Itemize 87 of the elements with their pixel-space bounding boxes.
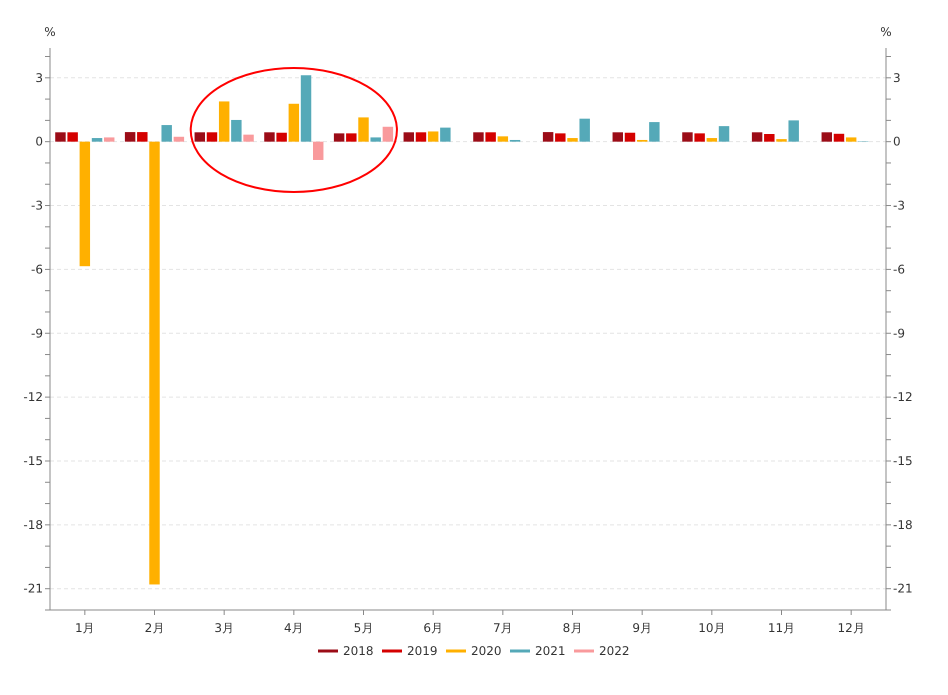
y-tick-label: -9	[31, 326, 43, 340]
x-tick-label: 7月	[493, 621, 513, 635]
bar	[706, 138, 718, 142]
bar	[555, 133, 566, 142]
bar	[124, 132, 136, 142]
bar	[194, 132, 206, 142]
y-tick-label: -15	[23, 454, 43, 468]
bar	[694, 133, 705, 142]
y-tick-label: -6	[31, 262, 43, 276]
bar	[834, 134, 844, 142]
x-tick-label: 1月	[75, 621, 95, 635]
bar	[649, 122, 660, 142]
x-tick-label: 4月	[284, 621, 304, 635]
x-tick-label: 6月	[423, 621, 443, 635]
bar	[161, 125, 172, 142]
legend-label: 2018	[343, 644, 374, 658]
bar	[80, 142, 90, 266]
x-tick-label: 10月	[698, 621, 726, 635]
x-tick-label: 3月	[214, 621, 234, 635]
bar	[149, 142, 160, 584]
bar	[67, 132, 78, 142]
bar	[846, 137, 856, 142]
bar	[542, 132, 554, 142]
bar	[334, 133, 344, 142]
bar	[370, 137, 381, 142]
y-tick-label: -18	[23, 518, 43, 532]
bar	[473, 132, 484, 142]
bar	[752, 132, 762, 142]
bar	[218, 101, 230, 142]
y2-tick-label: -12	[893, 390, 913, 404]
bar	[243, 134, 254, 142]
bar	[624, 132, 636, 142]
bar	[764, 134, 775, 142]
bar	[382, 126, 394, 142]
bar	[498, 136, 508, 142]
bar	[206, 132, 218, 142]
bar	[788, 120, 799, 142]
y2-tick-label: -3	[893, 198, 905, 213]
legend-label: 2020	[471, 644, 502, 658]
bar	[358, 117, 369, 142]
bar	[776, 139, 787, 142]
bar	[404, 132, 414, 142]
bar	[312, 142, 324, 160]
bar	[346, 133, 357, 142]
bar	[612, 132, 624, 142]
y-tick-label: -12	[23, 390, 43, 404]
y2-tick-label: -21	[893, 582, 913, 596]
bar	[579, 118, 590, 142]
bar	[174, 136, 184, 142]
bar	[104, 137, 114, 142]
x-tick-label: 2月	[144, 621, 164, 635]
bar	[428, 131, 438, 142]
x-tick-label: 9月	[632, 621, 652, 635]
bar	[440, 128, 451, 142]
bar	[264, 132, 275, 142]
x-tick-label: 8月	[562, 621, 582, 635]
bar	[485, 132, 496, 142]
bar	[137, 132, 148, 142]
bar	[288, 104, 300, 142]
y2-tick-label: 3	[893, 70, 901, 85]
y2-axis-title: %	[880, 25, 892, 39]
bar	[682, 132, 693, 142]
bar	[55, 132, 66, 142]
legend-label: 2019	[407, 644, 438, 658]
bar	[276, 132, 287, 142]
y2-tick-label: 0	[893, 134, 901, 149]
x-tick-label: 12月	[838, 621, 865, 635]
y2-tick-label: -15	[893, 454, 913, 468]
y2-tick-label: -18	[893, 518, 913, 532]
x-tick-label: 5月	[354, 621, 374, 635]
bar	[822, 132, 832, 142]
legend-label: 2022	[599, 644, 630, 658]
y2-tick-label: -9	[893, 326, 905, 340]
y2-tick-label: -6	[893, 262, 905, 276]
bar	[416, 132, 426, 142]
y-tick-label: 3	[35, 70, 43, 85]
y-tick-label: -3	[31, 198, 43, 213]
y-axis-title: %	[44, 25, 56, 39]
bar	[300, 75, 312, 142]
legend-label: 2021	[535, 644, 566, 658]
bar	[231, 120, 242, 142]
y-tick-label: -21	[23, 582, 43, 596]
x-tick-label: 11月	[768, 621, 796, 635]
bar	[567, 138, 578, 142]
bar	[718, 126, 730, 142]
y-tick-label: 0	[35, 134, 43, 149]
bar	[92, 138, 102, 142]
